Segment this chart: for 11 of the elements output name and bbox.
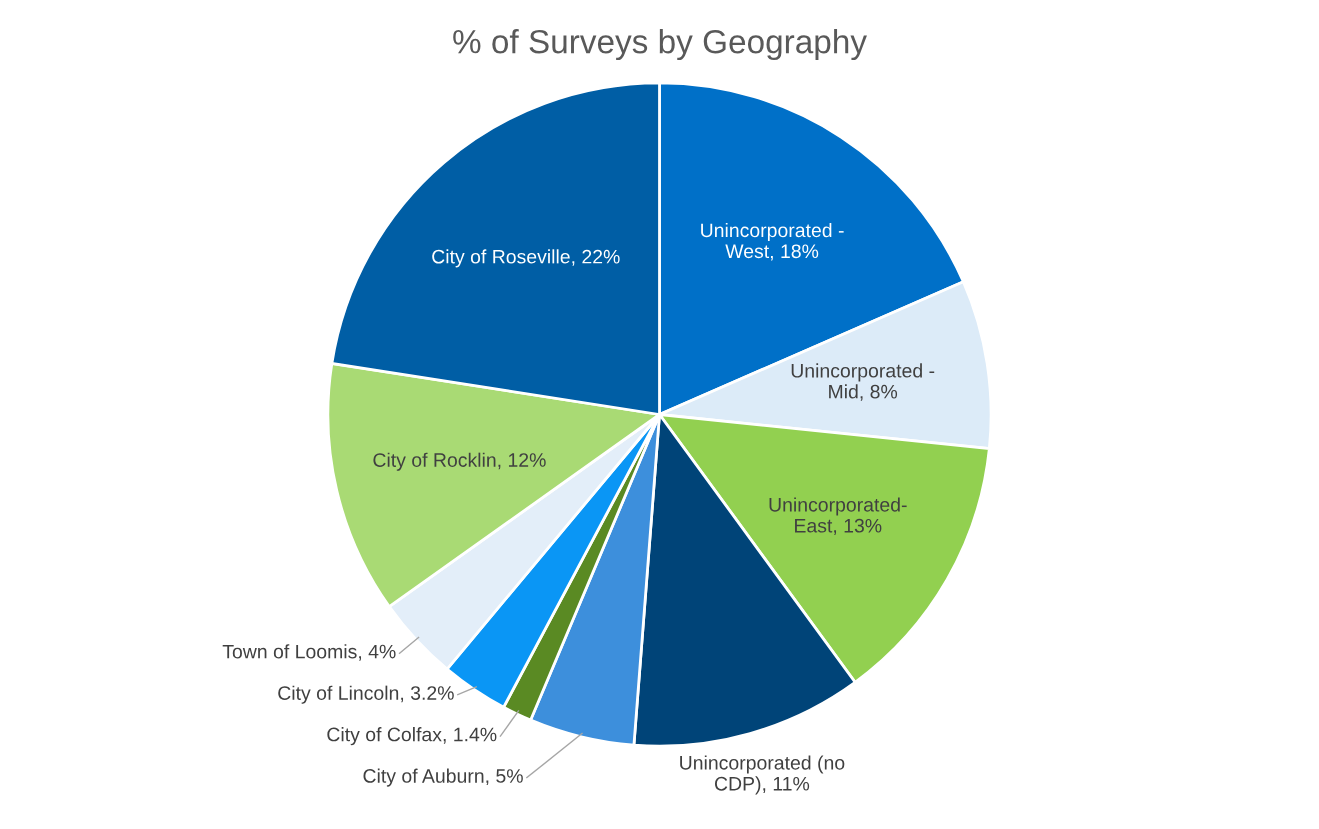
- slice-label: City of Roseville, 22%: [432, 249, 620, 268]
- slice-label: Unincorporated (no CDP), 11%: [680, 755, 845, 795]
- slice-label: City of Colfax, 1.4%: [327, 727, 497, 746]
- slice-label: City of Auburn, 5%: [363, 768, 523, 787]
- slice-label: City of Rocklin, 12%: [373, 452, 546, 471]
- slice-label: Town of Loomis, 4%: [222, 644, 396, 661]
- chart-title: % of Surveys by Geography: [453, 29, 867, 61]
- slice-label: Unincorporated - West, 18%: [701, 222, 844, 261]
- slice-label: Unincorporated - Mid, 8%: [791, 363, 935, 401]
- slice-label: City of Lincoln, 3.2%: [278, 685, 454, 704]
- slice-label: Unincorporated- East, 13%: [769, 497, 907, 535]
